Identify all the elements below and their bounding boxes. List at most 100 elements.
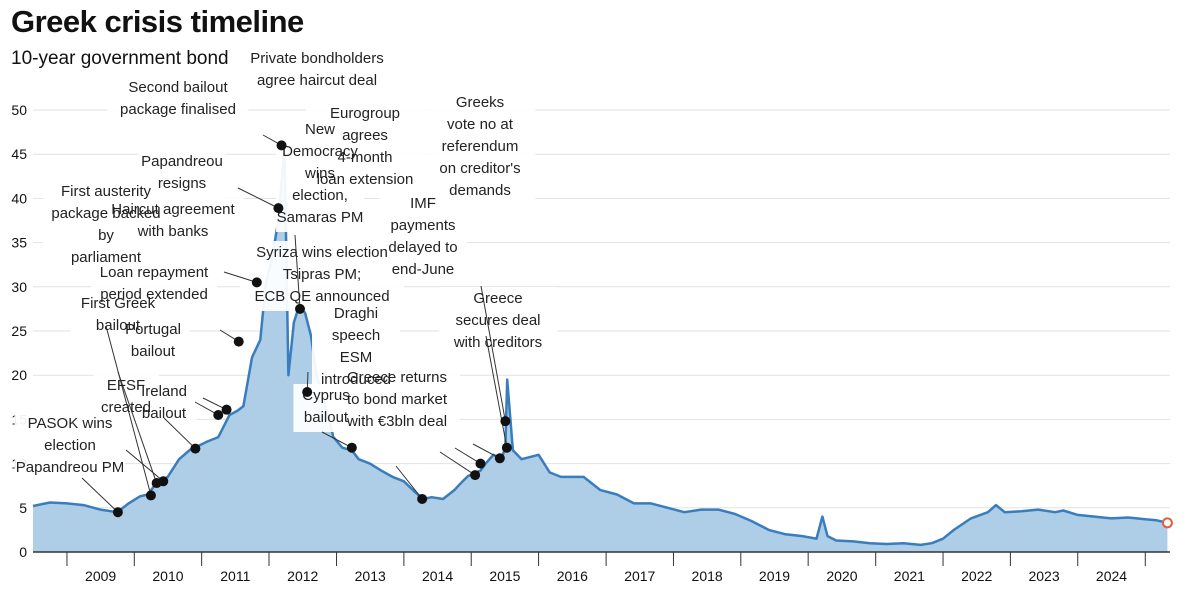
annotation-label: Greeks vote no at referendum on creditor's d… [439, 94, 520, 199]
annotation-label-line: Cyprus [302, 387, 350, 404]
event-marker [251, 277, 262, 288]
annotation-label: Second bailout package finalised [120, 79, 236, 118]
x-tick-label: 2016 [557, 568, 588, 584]
event-marker [500, 416, 511, 427]
annotation-box [14, 412, 126, 482]
annotation-label-line: created [101, 399, 151, 416]
annotation-label-line: Greece returns [347, 369, 447, 386]
annotation-label-line: Greece [473, 290, 522, 307]
event-marker [276, 140, 287, 151]
annotation-label-line: Democracy [282, 143, 358, 160]
x-tick-label: 2018 [692, 568, 723, 584]
annotation-label-line: introduced [321, 371, 391, 388]
annotation-label: Private bondholders agree haircut deal [250, 50, 383, 89]
annotation-label-line: demands [449, 182, 511, 199]
annotation-leader [321, 431, 353, 449]
annotation-label-line: on creditor's [439, 160, 520, 177]
annotation-label-line: Ireland [141, 383, 187, 400]
x-tick-label: 2015 [489, 568, 520, 584]
x-tick-label: 2023 [1028, 568, 1059, 584]
annotation-label-line: package finalised [120, 101, 236, 118]
annotation-label-line: agree haircut deal [257, 72, 377, 89]
annotation-label-line: secures deal [455, 312, 540, 329]
annotation-label-line: ESM [340, 349, 373, 366]
annotation-label-line: by [98, 227, 114, 244]
annotation-label-line: Papandreou PM [16, 459, 124, 476]
event-marker [213, 409, 224, 420]
annotation-label-line: Private bondholders [250, 50, 383, 67]
annotation-leader [480, 285, 506, 422]
annotation-label-line: agrees [342, 127, 388, 144]
event-marker [475, 458, 486, 469]
x-tick-label: 2017 [624, 568, 655, 584]
annotation-label-line: with banks [137, 223, 209, 240]
y-tick-label: 0 [19, 544, 27, 560]
annotation-label: New Democracy wins election, Samaras PM [277, 121, 364, 226]
x-tick-label: 2013 [355, 568, 386, 584]
x-tick-label: 2020 [826, 568, 857, 584]
y-tick-label: 45 [11, 146, 27, 162]
annotation-label-line: Portugal [125, 321, 181, 338]
annotation-label-line: Syriza wins election [256, 244, 388, 261]
x-tick-label: 2024 [1096, 568, 1127, 584]
annotation-label-line: package backed [51, 205, 160, 222]
event-marker [302, 386, 313, 397]
annotation-label-line: bailout [142, 405, 187, 422]
annotation-box [116, 318, 190, 366]
annotation-label: First austerity package backed by parliamen… [51, 183, 160, 266]
annotation-label: Loan repayment period extended [100, 264, 209, 303]
annotation-box [102, 198, 244, 246]
annotation-label-line: bailout [304, 409, 349, 426]
event-marker [158, 476, 169, 487]
annotation-label-line: election [44, 437, 96, 454]
annotation-leader [237, 187, 279, 209]
annotation-leader [125, 449, 164, 482]
annotation-label-line: vote no at [447, 116, 514, 133]
y-axis: 05101520253035404550 [11, 102, 27, 560]
latest-value-marker [1161, 517, 1173, 529]
event-markers [112, 140, 512, 518]
annotation-leader [439, 451, 476, 476]
event-marker [145, 490, 156, 501]
annotation-label-line: with €3bln deal [346, 413, 447, 430]
x-tick-label: 2021 [894, 568, 925, 584]
yield-area [33, 145, 1168, 552]
annotation-boxes [14, 47, 558, 482]
event-marker [112, 507, 123, 518]
annotation-leader [485, 335, 508, 448]
y-tick-label: 30 [11, 279, 27, 295]
annotation-label-line: delayed to [388, 239, 457, 256]
annotation-box [107, 76, 249, 124]
annotation-label-line: bailout [131, 343, 176, 360]
annotation-label-line: ECB QE announced [254, 288, 389, 305]
annotation-label-line: Loan repayment [100, 264, 209, 281]
event-marker [233, 336, 244, 347]
annotation-label: Syriza wins election Tsipras PM; ECB QE an… [254, 244, 389, 305]
annotation-label-line: First Greek [81, 295, 156, 312]
annotation-label-line: Tsipras PM; [283, 266, 361, 283]
annotation-label-line: parliament [71, 249, 142, 266]
event-annotations: PASOK wins election Papandreou PM First aus… [14, 47, 558, 518]
annotation-box [305, 102, 425, 194]
event-marker [501, 442, 512, 453]
annotation-label-line: to bond market [347, 391, 448, 408]
annotation-label-line: resigns [158, 175, 206, 192]
annotation-label-line: Samaras PM [277, 209, 364, 226]
annotation-label-line: New [305, 121, 335, 138]
annotation-label-line: Papandreou [141, 153, 223, 170]
annotation-leader [472, 443, 501, 459]
annotation-label-line: with creditors [453, 334, 542, 351]
annotation-label: First Greek bailout [81, 295, 156, 334]
annotation-label-line: bailout [96, 317, 141, 334]
annotation-label-line: EFSF [107, 377, 145, 394]
y-tick-label: 40 [11, 190, 27, 206]
annotation-label: Greece secures deal with creditors [453, 290, 542, 351]
event-marker [273, 203, 284, 214]
event-marker [470, 470, 481, 481]
annotation-label: Papandreou resigns [141, 153, 223, 192]
annotation-label-line: Draghi [334, 305, 378, 322]
x-tick-label: 2022 [961, 568, 992, 584]
x-tick-label: 2014 [422, 568, 453, 584]
annotation-leader [395, 465, 423, 500]
